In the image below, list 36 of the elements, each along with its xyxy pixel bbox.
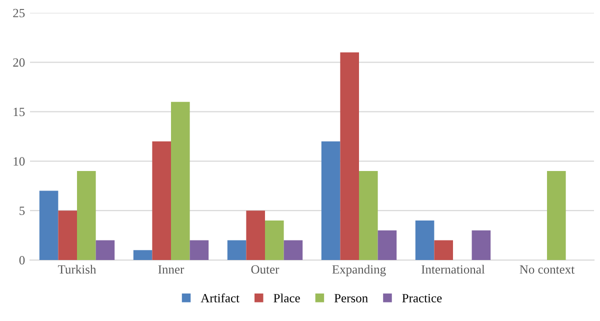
bar (58, 210, 77, 260)
bar (284, 240, 303, 260)
x-tick-label: Turkish (58, 264, 96, 274)
legend-label: Artifact (200, 293, 240, 302)
y-tick-label: 25 (13, 8, 25, 18)
bar (133, 250, 152, 260)
legend-label: Practice (402, 294, 442, 302)
bar (415, 220, 434, 260)
bar (547, 171, 566, 260)
bar (96, 240, 115, 260)
x-tick-label: Outer (251, 265, 280, 274)
x-tick-label: Inner (158, 265, 184, 274)
bar (434, 240, 453, 260)
bar (171, 102, 190, 260)
bar (39, 190, 58, 260)
bar (190, 240, 209, 260)
y-tick-label: 15 (14, 108, 25, 116)
y-tick-label: 20 (13, 58, 25, 67)
y-tick-label: 10 (14, 157, 25, 166)
bar (227, 240, 246, 260)
legend-label: Person (334, 294, 368, 302)
bar (472, 230, 491, 260)
bar (359, 171, 378, 260)
bar (378, 230, 397, 260)
bar (246, 210, 265, 260)
x-tick-label: No context (520, 265, 575, 274)
x-tick-label: International (422, 264, 485, 274)
bar (265, 220, 284, 260)
bar (77, 171, 96, 260)
bar (152, 141, 171, 260)
bar (340, 52, 359, 260)
y-tick-label: 5 (20, 206, 25, 216)
y-tick-label: 0 (19, 256, 25, 264)
bar (321, 141, 340, 260)
legend-label: Place (274, 294, 300, 302)
x-tick-label: Expanding (332, 264, 386, 276)
